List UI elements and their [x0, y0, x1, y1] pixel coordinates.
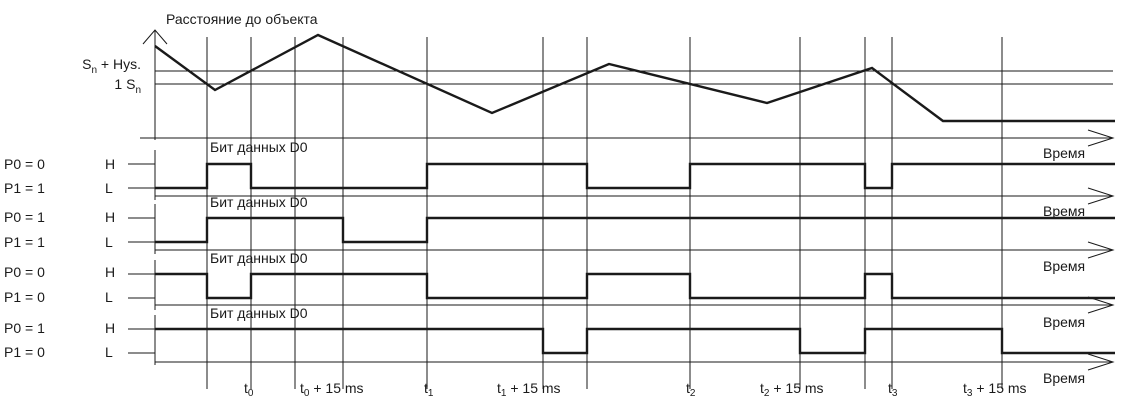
data-bit-label: Бит данных D0: [210, 305, 308, 321]
channel-p0-0-p1-1: P0 = 0 P1 = 1 H L Бит данных D0 Время: [4, 139, 1115, 205]
low-level-label: L: [105, 180, 113, 196]
time-gridlines: [206, 37, 1003, 389]
channel-p0-label: P0 = 0: [4, 156, 45, 172]
switch-threshold-label: 1 Sn: [114, 76, 141, 96]
bottom-time-axis-label: Время: [1043, 370, 1085, 386]
data-bit-label: Бит данных D0: [210, 139, 308, 155]
channel-p1-label: P1 = 0: [4, 289, 45, 305]
low-level-label: L: [105, 234, 113, 250]
data-bit-label: Бит данных D0: [210, 194, 308, 210]
distance-axis-arrowhead: [142, 29, 168, 45]
distance-time-axis-label: Время: [1043, 145, 1085, 161]
time-marker-t2: t2: [686, 380, 696, 396]
high-level-label: H: [105, 320, 115, 336]
high-level-label: H: [105, 209, 115, 225]
signal-waveform: [155, 327, 1115, 355]
time-marker-t1: t1: [424, 380, 434, 396]
time-marker-t0-plus-15ms: t0 + 15 ms: [300, 380, 364, 396]
time-axis-arrowhead: [1087, 187, 1115, 205]
time-marker-t1-plus-15ms: t1 + 15 ms: [497, 380, 561, 396]
channel-p0-label: P0 = 0: [4, 264, 45, 280]
channel-p1-label: P1 = 1: [4, 180, 45, 196]
channel-p1-label: P1 = 1: [4, 234, 45, 250]
low-level-label: L: [105, 289, 113, 305]
time-axis-label: Время: [1043, 314, 1085, 330]
signal-waveform: [155, 162, 1115, 190]
time-marker-t3: t3: [888, 380, 898, 396]
channel-p1-label: P1 = 0: [4, 344, 45, 360]
time-axis-arrowhead: [1087, 296, 1115, 314]
time-axis-label: Время: [1043, 203, 1085, 219]
distance-axis-label: Расстояние до объекта: [166, 11, 318, 27]
distance-plot: Расстояние до объекта Sn + Hys. 1 Sn Вре…: [82, 11, 1115, 161]
high-level-label: H: [105, 156, 115, 172]
signal-waveform: [155, 272, 1115, 300]
channel-p0-1-p1-0: P0 = 1 P1 = 0 H L Бит данных D0 Время: [4, 305, 1115, 371]
time-axis-arrowhead: [1087, 353, 1115, 371]
hysteresis-threshold-label: Sn + Hys.: [82, 56, 141, 76]
channel-p0-label: P0 = 1: [4, 209, 45, 225]
time-marker-t2-plus-15ms: t2 + 15 ms: [760, 380, 824, 396]
distance-time-axis-arrowhead: [1087, 129, 1115, 147]
channel-p0-1-p1-1: P0 = 1 P1 = 1 H L Бит данных D0 Время: [4, 194, 1115, 259]
time-marker-t3-plus-15ms: t3 + 15 ms: [963, 380, 1027, 396]
signal-waveform: [155, 216, 1115, 244]
time-markers: t0 t0 + 15 ms t1 t1 + 15 ms t2 t2 + 15 m…: [244, 380, 1027, 396]
time-marker-t0: t0: [244, 380, 254, 396]
high-level-label: H: [105, 264, 115, 280]
object-distance-curve: [154, 33, 1115, 123]
time-axis-arrowhead: [1087, 241, 1115, 259]
channel-p0-0-p1-0: P0 = 0 P1 = 0 H L Бит данных D0 Время: [4, 250, 1115, 314]
low-level-label: L: [105, 344, 113, 360]
channel-p0-label: P0 = 1: [4, 320, 45, 336]
time-axis-label: Время: [1043, 258, 1085, 274]
data-bit-label: Бит данных D0: [210, 250, 308, 266]
